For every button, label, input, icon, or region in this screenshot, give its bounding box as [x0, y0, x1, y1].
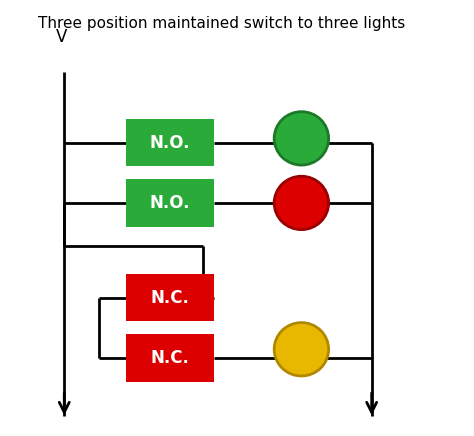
Circle shape — [274, 112, 328, 165]
Circle shape — [274, 323, 328, 376]
FancyBboxPatch shape — [126, 119, 214, 167]
FancyBboxPatch shape — [126, 179, 214, 227]
Text: N.O.: N.O. — [149, 194, 190, 212]
Text: V: V — [55, 28, 67, 46]
Circle shape — [274, 176, 328, 230]
Text: N.O.: N.O. — [149, 134, 190, 152]
FancyBboxPatch shape — [126, 274, 214, 321]
Text: Three position maintained switch to three lights: Three position maintained switch to thre… — [38, 16, 405, 31]
Text: N.C.: N.C. — [150, 289, 189, 307]
Text: N.C.: N.C. — [150, 349, 189, 367]
FancyBboxPatch shape — [126, 334, 214, 382]
